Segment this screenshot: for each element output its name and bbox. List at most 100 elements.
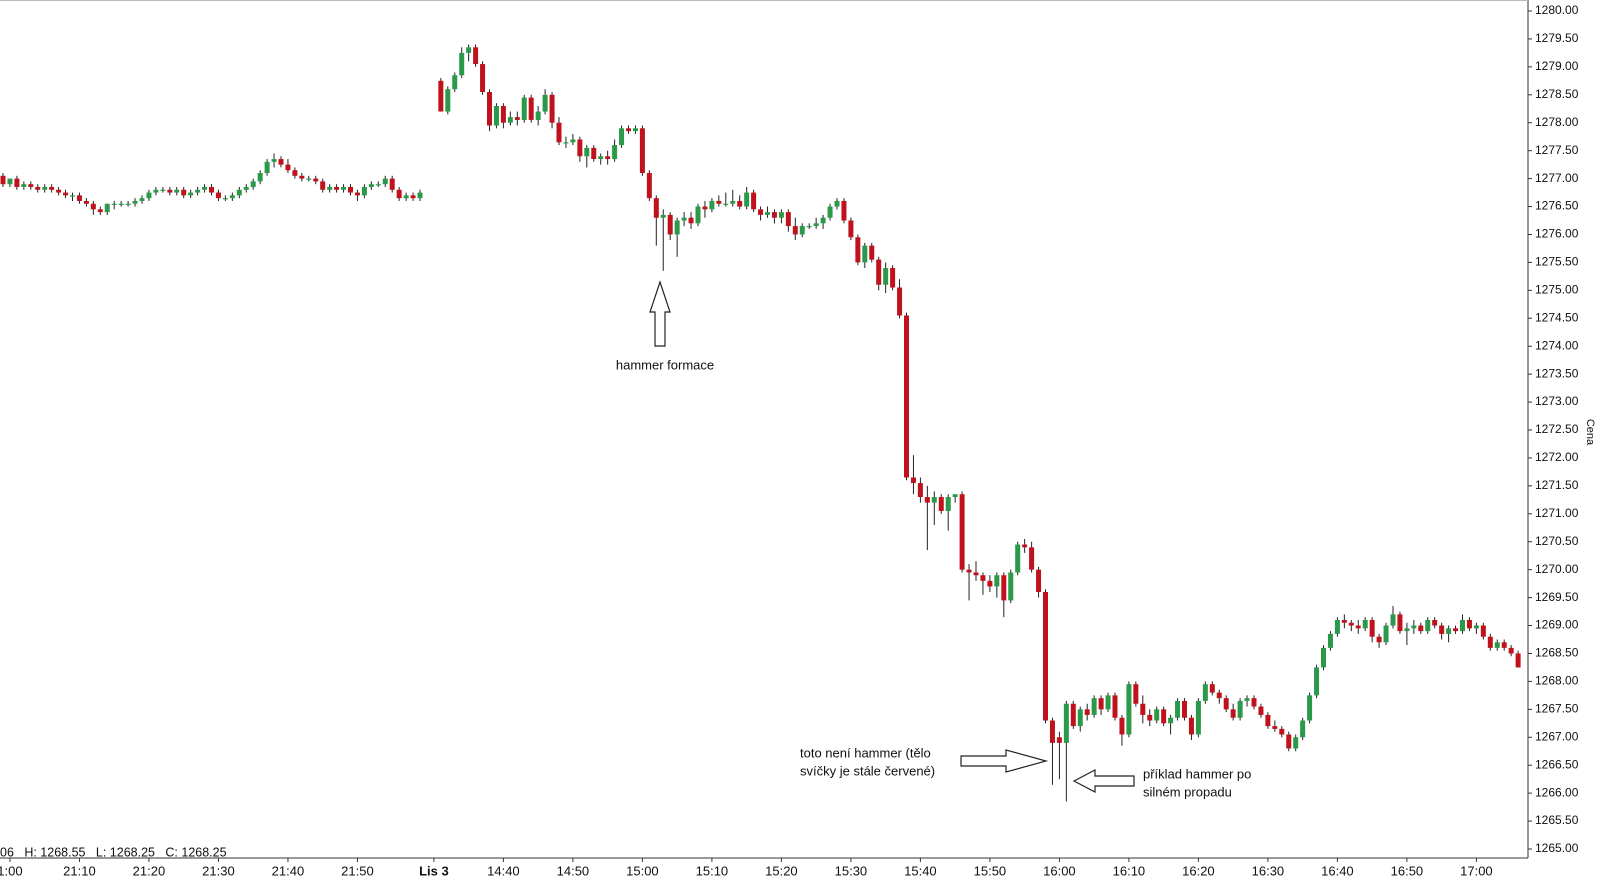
candle-body [21,184,27,187]
x-tick-label: 21:40 [272,863,305,878]
y-tick-label: 1277.50 [1535,143,1579,157]
candle-body [1036,569,1042,593]
candle-body [348,186,353,193]
candle-body [236,189,242,196]
candle-body [681,217,687,221]
candle-body [396,189,402,199]
x-tick-label: 21:10 [63,863,96,878]
candle-body [167,189,173,193]
candle-body [63,192,69,196]
candle-body [250,181,256,187]
y-tick-label: 1272.50 [1535,422,1579,436]
x-tick-label: 16:10 [1113,863,1146,878]
candle-body [264,161,270,174]
y-tick-label: 1266.00 [1535,785,1579,799]
candle-body [1341,619,1347,623]
candle-body [1202,684,1208,701]
candle-body [987,580,993,587]
y-tick-label: 1279.50 [1535,31,1579,45]
candle-body [1168,717,1174,724]
candle-body [1418,625,1424,632]
candle-body [313,178,319,182]
candle-body [1091,698,1097,715]
candle-body [1105,695,1111,710]
candle-body [535,111,541,120]
candle-body [403,195,409,199]
candle-body [695,206,701,224]
y-tick-label: 1267.00 [1535,729,1579,743]
y-tick-label: 1278.00 [1535,115,1579,129]
candle-body [153,189,159,193]
candle-body [1022,544,1028,548]
candle-body [1286,734,1292,749]
x-tick-label: 14:40 [487,863,520,878]
candle-body [1300,720,1306,738]
candle-body [97,209,103,213]
candle-body [1056,737,1062,743]
candle-body [591,147,597,160]
candle-body [480,64,486,93]
candle-body [1272,726,1278,729]
candle-body [521,97,527,120]
candle-body [813,223,819,227]
candle-body [1383,625,1389,643]
candle-body [1126,684,1132,735]
candle-body [1439,625,1445,634]
status-text: 06 H: 1268.55 L: 1268.25 C: 1268.25 [0,845,227,859]
candle-body [452,75,458,90]
candle-body [632,128,638,132]
candle-body [848,220,854,238]
candle-body [931,497,937,503]
y-tick-label: 1279.00 [1535,59,1579,73]
candle-body [938,497,944,512]
y-tick-label: 1271.50 [1535,478,1579,492]
candle-body [751,192,757,210]
candle-body [1446,628,1452,634]
candle-body [507,117,513,123]
candle-body [1098,698,1104,710]
candle-body [306,178,312,180]
candle-body [1369,619,1375,637]
annotation: silném propadu [1143,784,1232,799]
candle-body [834,200,840,207]
candle-body [1404,628,1410,632]
candle-body [1209,684,1215,693]
candle-body [994,575,1000,587]
candle-body [1015,544,1021,573]
candle-body [1216,692,1222,699]
y-tick-label: 1278.50 [1535,87,1579,101]
candle-body [1112,695,1118,718]
candle-body [1314,667,1320,696]
candle-body [389,178,395,190]
candle-body [584,147,590,157]
y-tick-label: 1269.50 [1535,590,1579,604]
candle-body [354,192,360,196]
candle-body [1084,709,1090,715]
candle-body [1460,619,1465,632]
candle-body [111,203,117,205]
candle-body [466,47,472,53]
candle-body [181,189,187,196]
candle-body [229,195,235,199]
candle-body [1480,625,1486,637]
annotation: toto není hammer (tělo [800,745,931,760]
candle-body [1258,706,1264,715]
candle-body [1376,636,1382,643]
y-tick-label: 1274.00 [1535,338,1579,352]
candle-body [917,483,923,498]
candle-body [890,267,896,288]
candle-body [980,575,986,581]
y-tick-label: 1280.00 [1535,3,1579,17]
annotation: příklad hammer po [1143,766,1251,781]
y-tick-label: 1273.00 [1535,394,1579,408]
candle-body [1175,700,1181,718]
candle-body [945,497,951,512]
candle-body [792,226,798,235]
candle-body [612,145,618,160]
candle-body [1293,737,1299,749]
x-tick-label: 21:50 [341,863,374,878]
candle-body [1223,698,1229,710]
candle-body [320,181,326,190]
candle-body [1362,619,1368,629]
candle-body [785,212,791,227]
